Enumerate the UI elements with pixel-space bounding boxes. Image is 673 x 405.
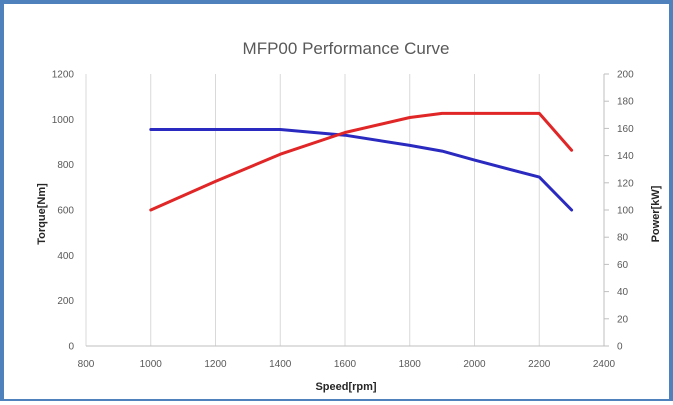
x-tick-label: 2200 (528, 359, 551, 370)
y-right-tick-label: 120 (617, 178, 634, 189)
y-right-tick-label: 20 (617, 314, 629, 325)
y-left-tick-label: 800 (57, 160, 74, 171)
x-tick-label: 1200 (204, 359, 227, 370)
torque-series-line (151, 130, 572, 211)
x-tick-label: 1000 (140, 359, 163, 370)
y-right-axis-label: Power[kW] (650, 185, 662, 242)
power-series-line (151, 113, 572, 210)
chart-title: MFP00 Performance Curve (243, 39, 450, 58)
y-left-axis-label: Torque[Nm] (36, 183, 48, 245)
y-left-tick-labels: 0 200 400 600 800 1000 1200 (52, 70, 75, 353)
y-right-tick-label: 180 (617, 97, 634, 108)
x-tick-label: 1800 (399, 359, 422, 370)
y-right-tick-label: 60 (617, 260, 629, 271)
x-axis-label: Speed[rpm] (315, 381, 376, 393)
y-right-tick-label: 0 (617, 342, 623, 353)
series-lines (151, 113, 572, 210)
y-right-tick-label: 160 (617, 124, 634, 135)
x-tick-labels: 800 1000 1200 1400 1600 1800 2000 2200 2400 (78, 359, 616, 370)
y-left-tick-label: 0 (68, 342, 74, 353)
y-left-tick-label: 600 (57, 206, 74, 217)
y-right-tick-labels: 0 20 40 60 80 100 120 140 160 180 200 (617, 70, 634, 353)
y-right-tick-label: 200 (617, 70, 634, 81)
y-right-tick-label: 100 (617, 206, 634, 217)
x-tick-label: 2000 (463, 359, 486, 370)
y-left-tick-label: 1000 (52, 115, 75, 126)
x-tick-label: 1600 (334, 359, 357, 370)
x-tick-label: 800 (78, 359, 95, 370)
x-tick-label: 1400 (269, 359, 292, 370)
y-left-tick-label: 200 (57, 296, 74, 307)
y-right-tick-label: 140 (617, 151, 634, 162)
y-right-tick-label: 40 (617, 287, 629, 298)
y-left-tick-label: 1200 (52, 70, 75, 81)
y-right-tick-label: 80 (617, 233, 629, 244)
y-left-tick-label: 400 (57, 251, 74, 262)
x-tick-label: 2400 (593, 359, 616, 370)
